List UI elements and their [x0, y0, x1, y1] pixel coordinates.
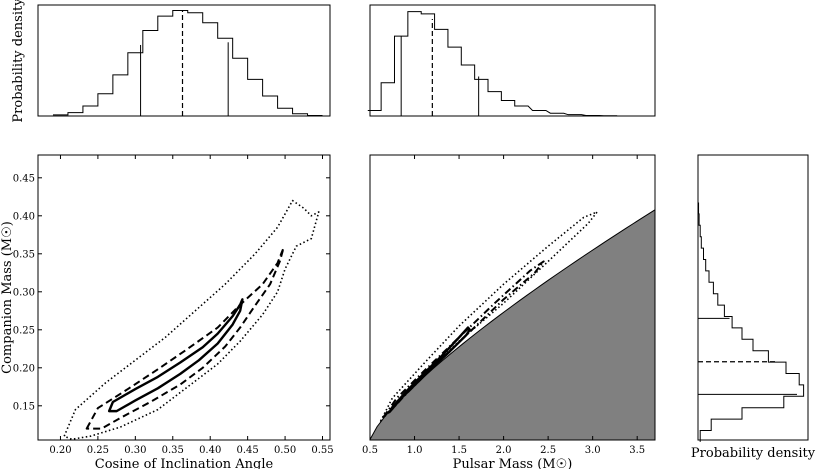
histogram-steps: [52, 10, 323, 116]
x-tick-label: 0.5: [362, 445, 378, 456]
excluded-region: [369, 208, 656, 441]
contour-dotted-2: [379, 211, 598, 422]
x-tick-label: 2.0: [496, 445, 512, 456]
y-tick-label: 0.15: [13, 401, 35, 412]
x-tick-label: 0.35: [162, 445, 184, 456]
panel-frame-contour-cosi-mc: [37, 154, 331, 441]
x-tick-label: 0.55: [311, 445, 333, 456]
hist-xlabel: Probability density: [691, 446, 816, 461]
y-tick-label: 0.35: [13, 249, 35, 260]
y-tick-label: 0.45: [13, 173, 35, 184]
contour-dashed-1: [85, 246, 285, 430]
contour-dashdot-1: [382, 260, 545, 419]
x-tick-label: 1.5: [451, 445, 467, 456]
x-axis-label: Cosine of Inclination Angle: [95, 457, 274, 469]
histogram-steps: [367, 11, 618, 117]
x-tick-label: 0.50: [274, 445, 296, 456]
x-tick-label: 0.25: [87, 445, 109, 456]
contour-dotted-2: [63, 199, 320, 441]
hist-ylabel: Probability density: [11, 0, 26, 123]
y-tick-label: 0.30: [13, 287, 35, 298]
hist-frame-mc: [697, 154, 809, 441]
x-tick-label: 3.5: [629, 445, 645, 456]
y-axis-label: Companion Mass (M☉): [0, 221, 15, 374]
x-tick-label: 0.40: [199, 445, 221, 456]
x-tick-label: 0.20: [49, 445, 71, 456]
x-tick-label: 1.0: [407, 445, 423, 456]
x-tick-label: 2.5: [540, 445, 556, 456]
histogram-steps: [698, 202, 805, 442]
hist-frame-hist-mp: [369, 4, 656, 117]
x-tick-label: 0.30: [124, 445, 146, 456]
panel-frame-contour-mp-mc: [369, 154, 656, 441]
y-tick-label: 0.40: [13, 211, 35, 222]
x-tick-label: 0.45: [237, 445, 259, 456]
hist-frame-hist-cosi: [37, 4, 331, 117]
x-axis-label: Pulsar Mass (M☉): [453, 457, 573, 469]
x-tick-label: 3.0: [585, 445, 601, 456]
y-tick-label: 0.20: [13, 363, 35, 374]
y-tick-label: 0.25: [13, 325, 35, 336]
contour-solid-0: [107, 298, 244, 413]
